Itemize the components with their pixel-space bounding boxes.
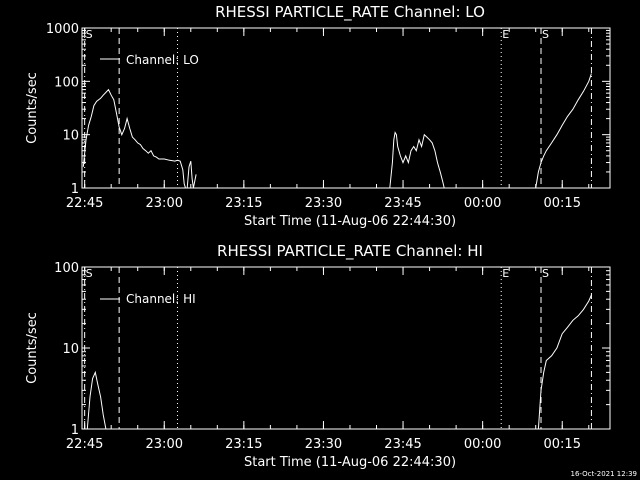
hi-x-tick-label: 23:00 xyxy=(146,437,183,452)
lo-legend: Channel: LO xyxy=(100,53,199,67)
hi-x-tick-label: 22:45 xyxy=(66,437,103,452)
hi-channel-panel: RHESSI PARTICLE_RATE Channel: HI Start T… xyxy=(25,242,611,470)
hi-x-tick-label: 23:30 xyxy=(305,437,342,452)
render-timestamp: 16-Oct-2021 12:39 xyxy=(571,470,637,478)
lo-axis-ticks: 1 10 100 1000 22:45 23:00 23:15 23:30 23:45 00:00… xyxy=(46,22,610,211)
lo-x-tick-label: 23:45 xyxy=(384,196,421,211)
lo-y-tick-label: 1 xyxy=(71,182,79,197)
hi-series-line xyxy=(537,294,592,430)
lo-x-tick-label: 22:45 xyxy=(66,196,103,211)
hi-series-line xyxy=(86,370,107,430)
hi-marker-label: E xyxy=(502,267,509,280)
hi-series xyxy=(86,294,592,430)
lo-marker-label: S xyxy=(542,28,549,41)
lo-y-tick-label: 10 xyxy=(62,129,79,144)
lo-chart-title: RHESSI PARTICLE_RATE Channel: LO xyxy=(215,3,485,22)
lo-channel-panel: RHESSI PARTICLE_RATE Channel: LO Start T… xyxy=(25,3,611,229)
lo-marker-label: S xyxy=(86,28,93,41)
hi-x-tick-label: 23:15 xyxy=(225,437,262,452)
lo-series-line xyxy=(82,88,197,189)
hi-y-tick-label: 1 xyxy=(71,423,79,438)
hi-legend-label: Channel: HI xyxy=(126,292,196,306)
lo-y-axis-label: Counts/sec xyxy=(25,72,40,144)
hi-y-tick-label: 10 xyxy=(62,342,79,357)
lo-x-tick-label: 23:30 xyxy=(305,196,342,211)
hi-legend: Channel: HI xyxy=(100,292,196,306)
lo-marker-label: E xyxy=(502,28,509,41)
lo-x-tick-label: 00:00 xyxy=(464,196,501,211)
lo-x-tick-label: 23:00 xyxy=(146,196,183,211)
hi-x-tick-label: 00:00 xyxy=(464,437,501,452)
hi-chart-title: RHESSI PARTICLE_RATE Channel: HI xyxy=(217,242,483,261)
hi-y-axis-label: Counts/sec xyxy=(25,312,40,384)
lo-y-tick-label: 100 xyxy=(54,75,79,90)
lo-x-axis-label: Start Time (11-Aug-06 22:44:30) xyxy=(244,214,456,229)
hi-x-axis-label: Start Time (11-Aug-06 22:44:30) xyxy=(244,455,456,470)
hi-x-tick-label: 00:15 xyxy=(544,437,581,452)
lo-x-tick-label: 00:15 xyxy=(544,196,581,211)
lo-x-tick-label: 23:15 xyxy=(225,196,262,211)
hi-axis-ticks: 1 10 100 22:45 23:00 23:15 23:30 23:45 00:00 00:1… xyxy=(54,261,610,452)
lo-series-line xyxy=(389,131,445,189)
hi-marker-label: S xyxy=(86,267,93,280)
hi-y-tick-label: 100 xyxy=(54,261,79,276)
lo-plot-frame xyxy=(81,27,611,189)
lo-series xyxy=(82,73,592,189)
lo-series-line xyxy=(535,73,592,189)
lo-legend-label: Channel: LO xyxy=(126,53,199,67)
lo-y-tick-label: 1000 xyxy=(46,22,79,37)
hi-marker-label: S xyxy=(542,267,549,280)
hi-x-tick-label: 23:45 xyxy=(384,437,421,452)
